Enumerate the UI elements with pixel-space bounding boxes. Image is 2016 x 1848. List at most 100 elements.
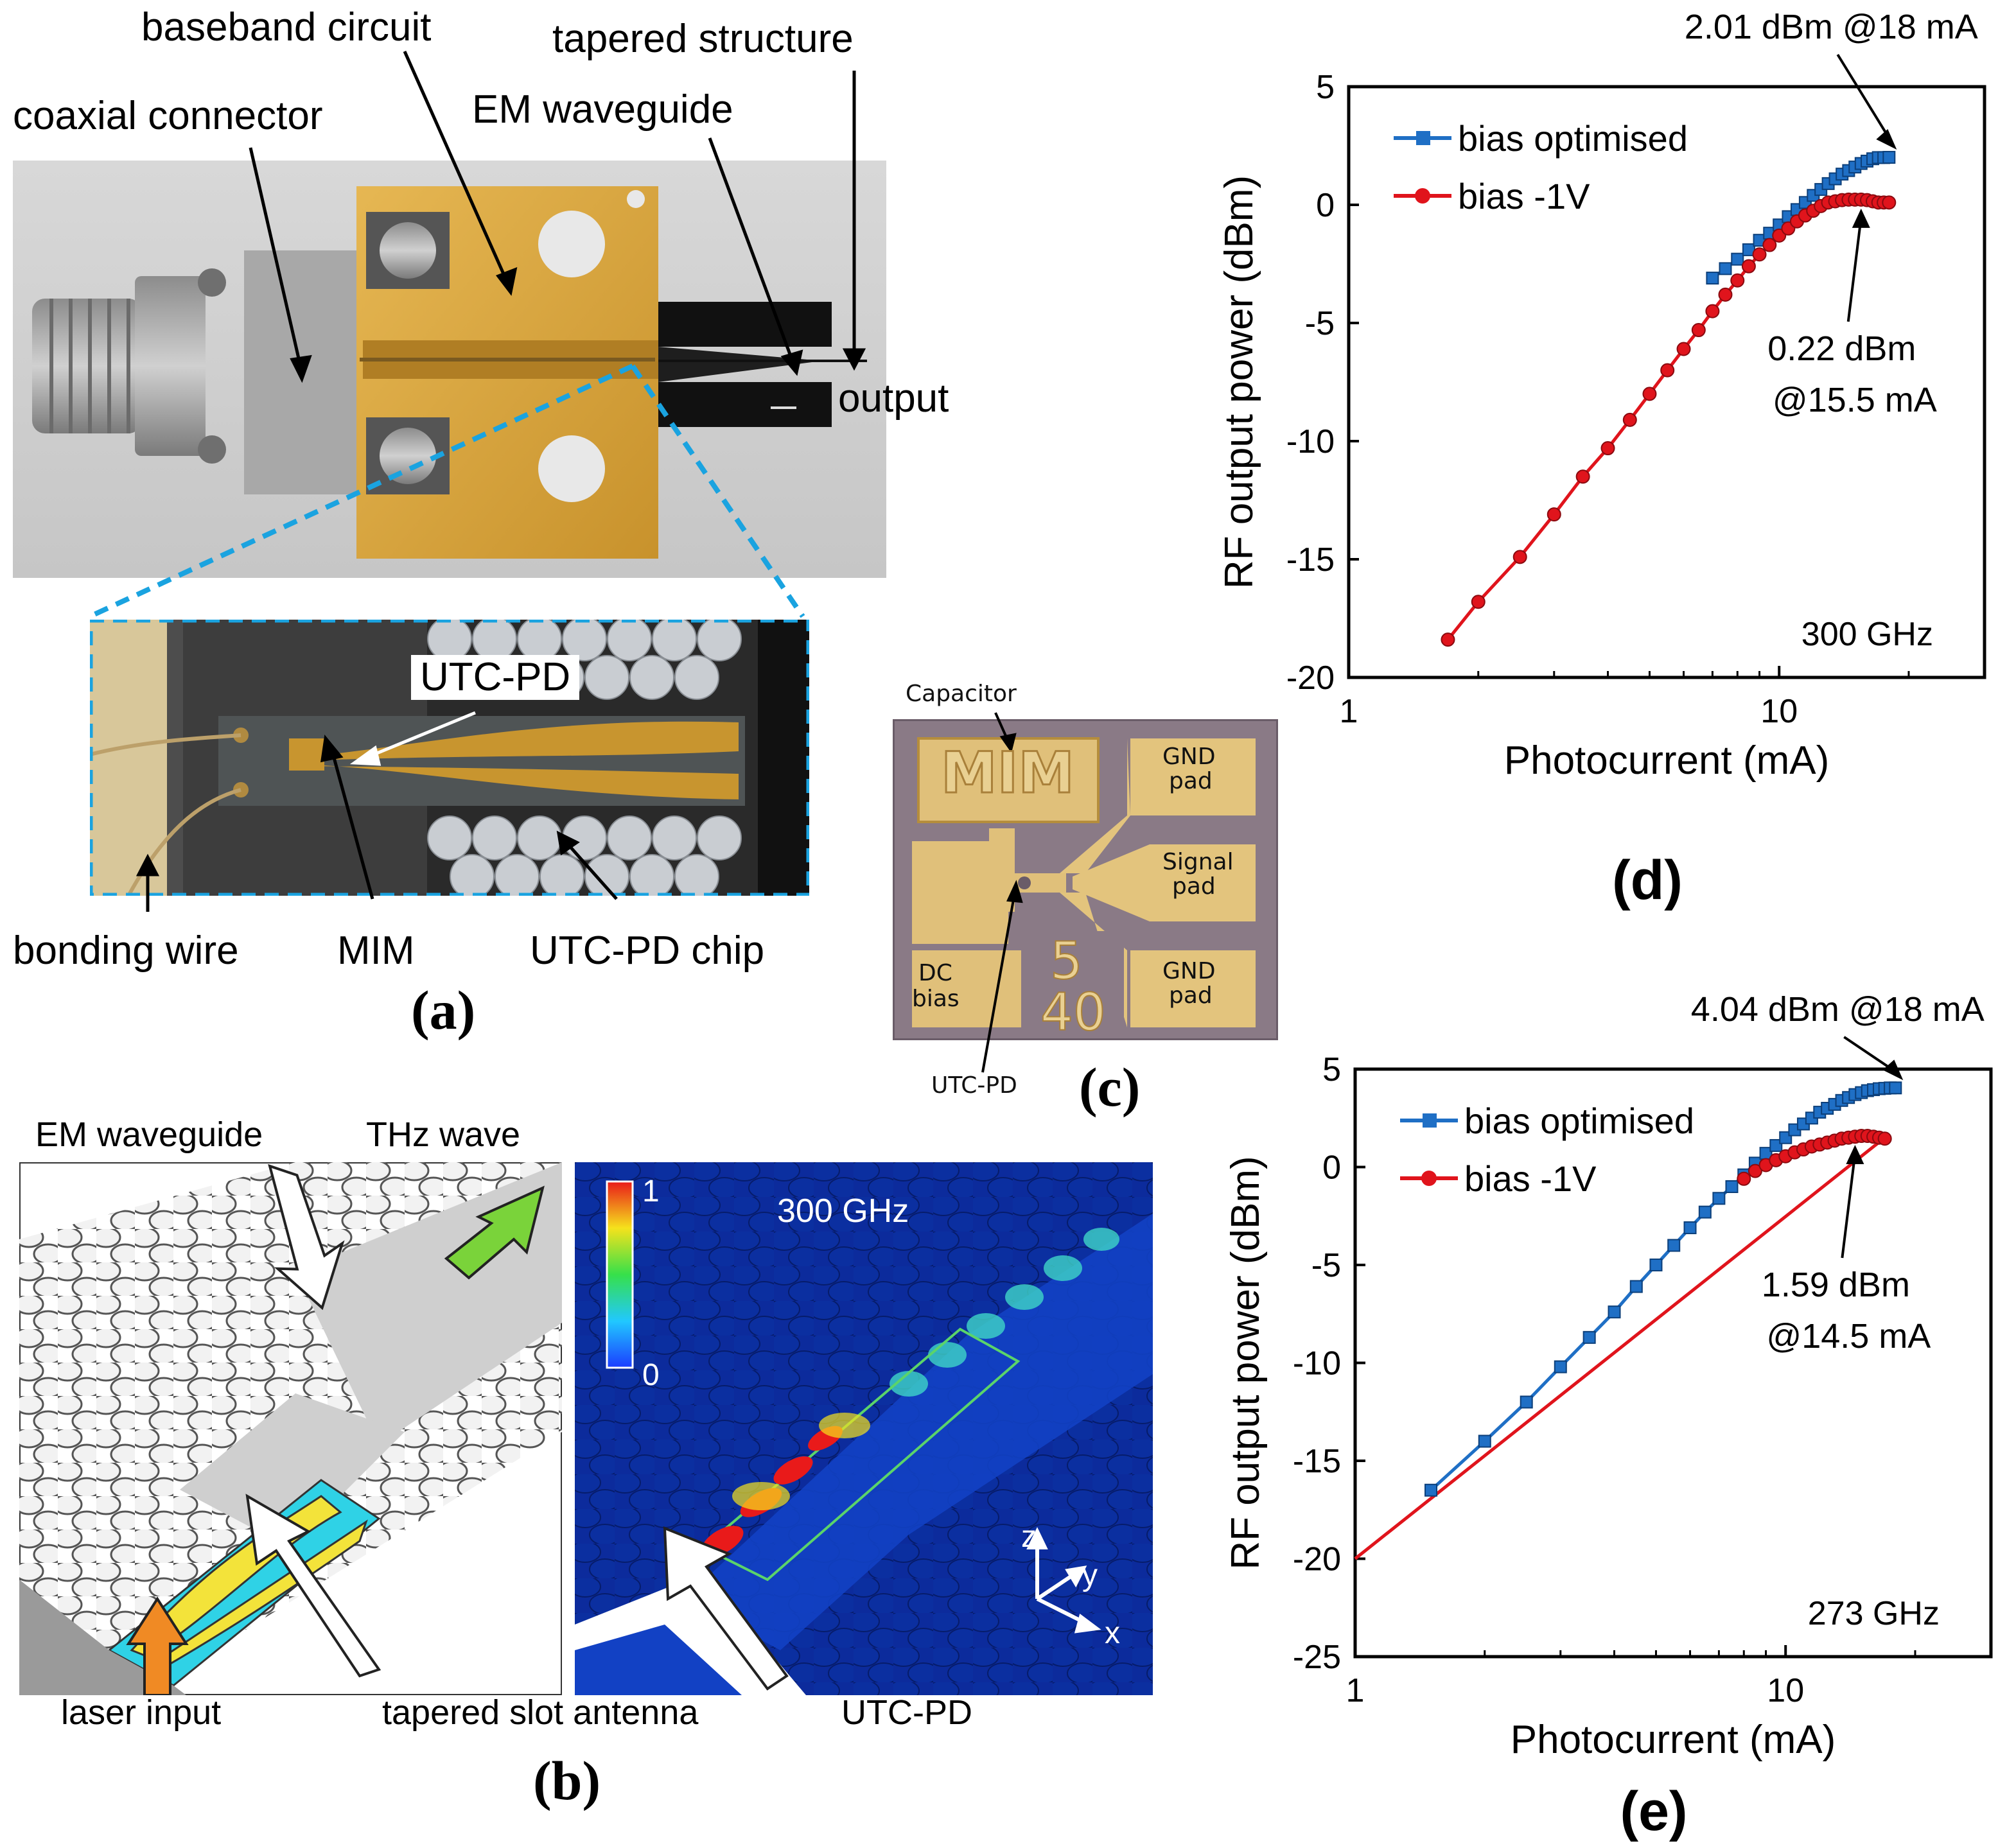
label-scale-max: 1 [642,1174,660,1208]
data-point [1877,1131,1892,1146]
label-tapered-slot-antenna: tapered slot antenna [382,1693,699,1732]
chip-micrograph [893,719,1278,1040]
x-tick-label: 1 [1346,1672,1365,1709]
chart-d-svg: 5 0 -5 -10 -15 -201 10 Photocurrent (mA) RF outp… [1217,8,1986,911]
panel-c-leaders [981,712,1023,1073]
panel-letter: (d) [1612,850,1683,911]
y-tick-label: 5 [1322,1051,1341,1088]
callout-bias-arrow [1846,217,1863,322]
legend-label: bias optimised [1464,1101,1694,1141]
label-axis-y: y [1082,1558,1098,1592]
callout-bias: 1.59 dBm [1762,1266,1910,1304]
chart-d: 5 0 -5 -10 -15 -20 1 10 Photocurrent (mA) RF outp… [1182,0,2016,925]
callout-max: 4.04 dBm @18 mA [1691,990,1985,1029]
data-point [1629,1280,1643,1293]
data-point [1889,1081,1902,1095]
callout-max: 2.01 dBm @18 mA [1685,8,1978,46]
callout-bias-arrowhead [1852,208,1870,228]
chart-e: 5 0 -5 -10 -15 -20 -25 1 10 Photocurrent (mA) RF o… [1182,976,2016,1845]
label-utc-pd-c: UTC-PD [931,1072,1017,1099]
y-tick-label: -10 [1293,1345,1341,1382]
data-point [1705,304,1720,318]
legend-marker [1421,1171,1437,1186]
label-axis-z: z [1021,1520,1037,1554]
label-baseband-circuit: baseband circuit [141,5,432,49]
callout-bias-arrow [1841,1153,1857,1259]
data-point [1642,387,1657,401]
y-axis-label: RF output power (dBm) [1223,1156,1268,1569]
x-tick-label: 1 [1340,693,1358,730]
panel-c: Capacitor MIM GND pad Signal pad DC bias… [886,668,1284,1117]
callout-max-arrowhead [1876,129,1897,150]
data-point [1719,262,1732,275]
freq-annotation: 300 GHz [1801,616,1933,653]
label-mim: MIM [337,928,415,973]
label-utc-pd: UTC-PD [411,655,580,700]
data-point [1478,1434,1491,1448]
legend-label: bias optimised [1458,118,1688,159]
data-point [1725,1180,1739,1193]
panel-a-letter: (a) [411,979,476,1041]
label-coaxial-connector: coaxial connector [13,94,323,138]
legend-label: bias -1V [1464,1158,1597,1199]
y-tick-label: -15 [1293,1443,1341,1480]
data-point [1683,1221,1697,1235]
x-axis-label: Photocurrent (mA) [1504,738,1830,783]
data-point [1691,323,1706,338]
callout-bias: @14.5 mA [1766,1317,1931,1355]
panel-letter: (e) [1620,1781,1687,1842]
label-gnd-pad-bot-1: GND [1162,958,1216,984]
data-point [1731,252,1744,266]
data-point [1608,1305,1621,1319]
panel-b-letter: (b) [533,1750,601,1811]
data-point [1667,1239,1681,1252]
label-utc-pd-b: UTC-PD [841,1693,972,1732]
data-point [1582,1330,1596,1344]
y-tick-label: -5 [1305,305,1335,342]
y-tick-label: 0 [1316,187,1335,224]
y-tick-label: -10 [1286,423,1335,460]
data-point [1575,469,1590,484]
schematic-3d [19,1162,562,1695]
data-point [1520,1395,1533,1409]
data-point [1748,1164,1762,1178]
legend-marker [1415,188,1430,204]
callout-bias: 0.22 dBm [1767,329,1916,368]
data-point [1752,247,1767,262]
plot-frame [1347,85,1986,679]
data-point [1547,507,1561,522]
fit-line [1354,1136,1886,1560]
y-tick-label: -15 [1286,541,1335,579]
label-output: output [838,376,949,421]
data-point [1424,1483,1438,1497]
label-sim-freq: 300 GHz [777,1192,909,1230]
label-chip-num-2: 40 [1040,982,1107,1043]
module-photo [13,161,886,578]
legend-marker [1416,131,1430,145]
label-em-waveguide: EM waveguide [472,87,733,132]
legend-label: bias -1V [1458,176,1590,216]
data-point [1649,1259,1663,1271]
data-point [1712,1192,1726,1205]
label-laser-input: laser input [61,1693,222,1732]
freq-annotation: 273 GHz [1808,1595,1940,1632]
data-point [1698,1205,1712,1219]
data-point [1660,363,1675,378]
label-axis-x: x [1105,1616,1120,1650]
y-tick-label: -5 [1311,1247,1341,1284]
y-tick-label: -25 [1293,1639,1341,1676]
data-point [1676,342,1691,356]
data-point [1769,1138,1783,1152]
zoom-lines [89,50,866,619]
data-point [1762,238,1777,252]
x-tick-label: 10 [1767,1672,1804,1709]
chip-inset-photo [90,620,809,896]
data-point [1554,1360,1567,1373]
label-chip-num-1: 5 [1049,930,1083,991]
label-gnd-pad-top-1: GND [1162,744,1216,770]
data-point [1622,412,1637,427]
callout-max-arrowhead [1882,1059,1904,1081]
panel-a: baseband circuit tapered structure coaxi… [0,0,949,1041]
inset-arrows [136,711,618,912]
label-dc-bias-1: DC [918,960,952,986]
